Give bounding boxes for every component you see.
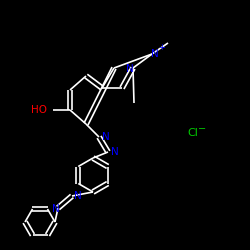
Text: N: N — [151, 49, 159, 59]
Text: −: − — [198, 124, 206, 134]
Text: +: + — [158, 44, 166, 52]
Text: Cl: Cl — [188, 128, 198, 138]
Text: N: N — [111, 147, 119, 157]
Text: N: N — [102, 132, 110, 142]
Text: N: N — [74, 191, 82, 201]
Text: N: N — [126, 64, 134, 74]
Text: HO: HO — [31, 105, 47, 115]
Text: N: N — [52, 204, 60, 214]
